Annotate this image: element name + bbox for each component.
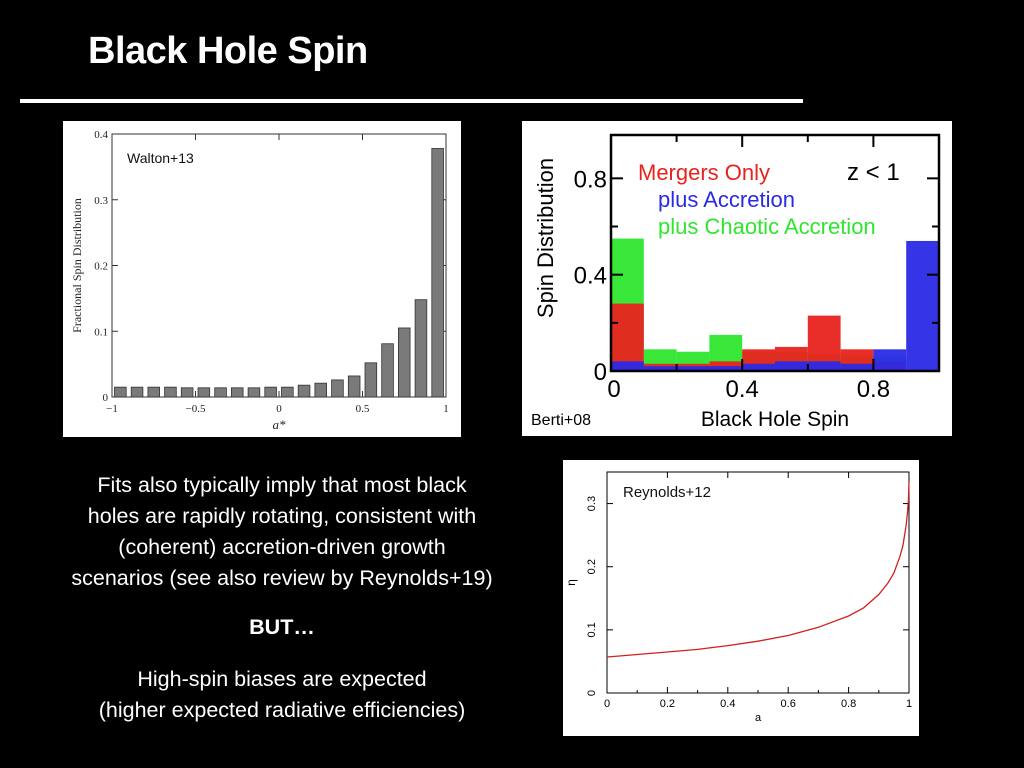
- berti-spin-distribution: 00 0.4 0.4 0.8 0.8 Black Hole Spin Spin Distri…: [531, 133, 941, 431]
- citation-label: Berti+08: [531, 412, 591, 429]
- berti-spin-distribution-panel: 0 0 0.4 0.4 0.8 0.8 Black Hole Spin Spin Distri…: [522, 121, 952, 436]
- y-tick-label: 0.1: [586, 622, 598, 637]
- histogram-bar: [314, 382, 327, 398]
- x-tick-label: 0.4: [726, 376, 759, 403]
- efficiency-curve: [606, 481, 910, 658]
- plot-frame: [606, 471, 910, 694]
- histogram-bar: [147, 386, 161, 398]
- histogram-bar: [381, 343, 394, 398]
- y-tick-label: 0: [103, 392, 109, 404]
- histogram-bar: [775, 361, 808, 371]
- x-tick-label: 0.4: [720, 698, 735, 710]
- legend-entry: plus Accretion: [658, 187, 795, 212]
- y-tick-label: 0.2: [586, 559, 598, 574]
- histogram-bar: [397, 327, 411, 398]
- reynolds-efficiency-panel: 0 0.2 0.4 0.6 0.8 1 0 0.1 0.2 0.3 a η Reynolds+12: [563, 460, 919, 736]
- citation-label: Reynolds+12: [623, 484, 711, 501]
- histogram-bar: [676, 366, 710, 371]
- but-text: BUT…: [249, 615, 315, 639]
- histogram-bar: [197, 387, 211, 398]
- legend-entry: plus Chaotic Accretion: [658, 214, 876, 239]
- x-tick-label: 0: [276, 403, 282, 415]
- histogram-bar: [643, 366, 677, 371]
- histogram-bar: [331, 379, 344, 398]
- histogram-bar: [230, 387, 244, 398]
- paragraph-line: (higher expected radiative efficiencies): [98, 698, 466, 722]
- paragraph-line: scenarios (see also review by Reynolds+1…: [71, 566, 493, 590]
- histogram-bar: [164, 386, 177, 398]
- title-underline: [20, 99, 803, 103]
- y-tick-label: 0: [594, 359, 607, 386]
- histogram-bar: [281, 386, 294, 398]
- histogram-bar: [709, 366, 743, 371]
- histogram-bar: [414, 299, 428, 398]
- y-tick-label: 0: [586, 690, 598, 696]
- y-tick-label: 0.3: [586, 496, 598, 511]
- redshift-annotation: z < 1: [847, 159, 900, 186]
- x-tick-label: −0.5: [186, 403, 206, 415]
- histogram-bar: [264, 386, 277, 398]
- histogram-bar: [180, 387, 194, 398]
- y-tick-label: 0.1: [94, 326, 108, 338]
- histogram-bar: [431, 148, 444, 398]
- x-tick-label: 1: [443, 403, 449, 415]
- paragraph-bias: High-spin biases are expected (higher ex…: [20, 664, 544, 726]
- plot-frame: [609, 133, 941, 373]
- y-axis-label: Fractional Spin Distribution: [70, 198, 84, 333]
- x-tick-label: 0.6: [781, 698, 796, 710]
- y-tick-label: 0.8: [574, 166, 607, 193]
- page-title: Black Hole Spin: [88, 30, 368, 72]
- x-axis-label: a*: [273, 417, 287, 432]
- histogram-bar: [840, 363, 874, 371]
- histogram-bar: [364, 362, 378, 398]
- histogram-bar: [130, 386, 144, 398]
- legend-entry: Mergers Only: [638, 160, 770, 185]
- paragraph-line: (coherent) accretion-driven growth: [118, 535, 446, 559]
- x-tick-label: 0.5: [356, 403, 370, 415]
- histogram-bar: [347, 375, 361, 398]
- x-tick-label: 0: [607, 376, 620, 403]
- x-tick-label: −1: [106, 403, 118, 415]
- x-axis-label: a: [755, 712, 762, 724]
- walton-spin-histogram-panel: −1 −0.5 0 0.5 1 0 0.1 0.2 0.3 0.4 a* Fractional Spi…: [63, 121, 461, 437]
- paragraph-fits: Fits also typically imply that most blac…: [20, 470, 544, 594]
- x-tick-label: 0.8: [857, 376, 890, 403]
- x-tick-label: 0: [604, 698, 610, 710]
- x-tick-label: 0.2: [660, 698, 675, 710]
- histogram-bar: [906, 240, 939, 371]
- histogram-bar: [742, 363, 775, 371]
- y-tick-label: 0.3: [94, 195, 108, 207]
- walton-spin-histogram: −1 −0.5 0 0.5 1 0 0.1 0.2 0.3 0.4 a* Fractional Spi…: [70, 129, 449, 432]
- x-axis-label: Black Hole Spin: [701, 408, 849, 431]
- histogram-bar: [247, 387, 261, 398]
- histogram-bar: [611, 303, 644, 371]
- y-axis-label: Spin Distribution: [533, 158, 558, 318]
- histogram-bar: [873, 349, 907, 371]
- histogram-bar: [807, 361, 841, 371]
- paragraph-line: Fits also typically imply that most blac…: [97, 473, 467, 497]
- paragraph-line: High-spin biases are expected: [137, 667, 427, 691]
- y-tick-label: 0.4: [94, 129, 108, 141]
- histogram-bar: [297, 384, 311, 398]
- y-axis-label: η: [564, 579, 578, 586]
- plot-frame: [111, 133, 447, 398]
- y-tick-label: 0.4: [574, 263, 607, 290]
- reynolds-efficiency-curve: 0 0.2 0.4 0.6 0.8 1 0 0.1 0.2 0.3 a η Reynolds+12: [564, 471, 912, 724]
- x-tick-label: 1: [906, 698, 912, 710]
- citation-label: Walton+13: [127, 150, 194, 166]
- histogram-bar: [114, 386, 127, 398]
- paragraph-line: holes are rapidly rotating, consistent w…: [87, 504, 477, 528]
- x-tick-label: 0.8: [841, 698, 856, 710]
- histogram-bar: [709, 361, 743, 371]
- histogram-bar: [214, 387, 227, 398]
- histogram-bar: [611, 361, 644, 371]
- y-tick-label: 0.2: [94, 261, 108, 273]
